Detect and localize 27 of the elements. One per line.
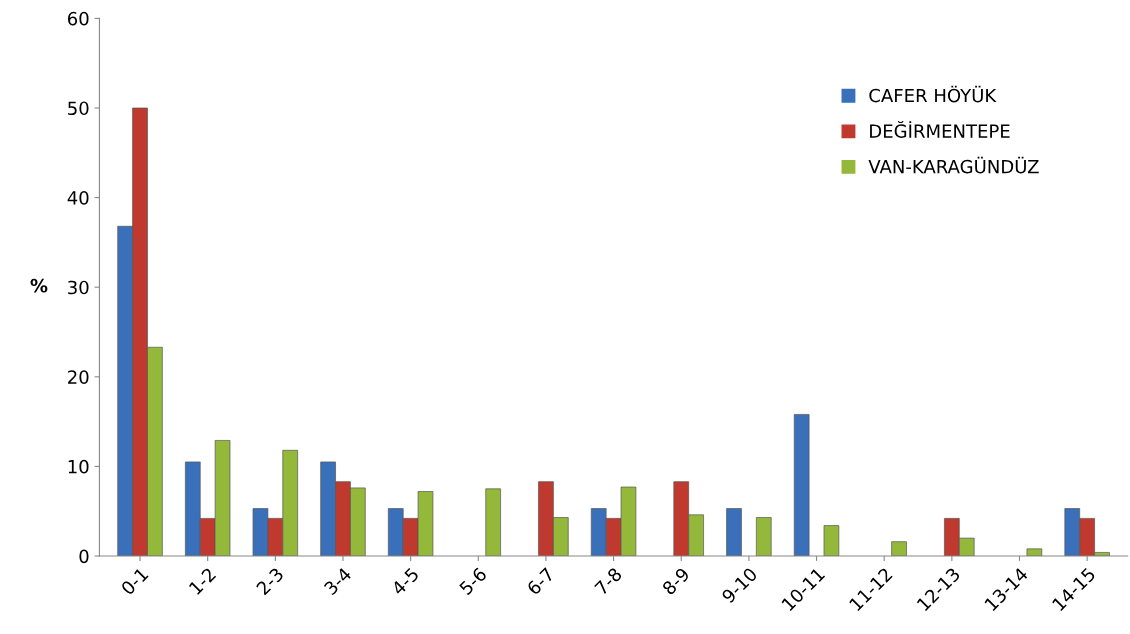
legend-label: CAFER HÖYÜK (869, 85, 997, 103)
bar (726, 508, 742, 557)
x-tick-label: 0-1 (120, 567, 149, 596)
bar (755, 517, 772, 557)
y-tick-label: 0 (79, 549, 89, 564)
x-tick-label: 8-9 (661, 566, 691, 596)
bar (823, 525, 840, 557)
y-axis-title: % (30, 278, 48, 293)
x-tick-label: 2-3 (255, 566, 285, 596)
legend-label: DEĞİRMENTEPE (870, 120, 1010, 138)
y-tick-label: 60 (68, 11, 89, 26)
x-tick-label: 3-4 (323, 566, 353, 596)
bar (485, 488, 501, 557)
y-tick-label: 20 (68, 370, 89, 384)
bar (793, 414, 810, 557)
y-tick-label: 40 (67, 191, 89, 205)
x-tick-label: 7-8 (594, 566, 623, 596)
y-tick-label: 30 (68, 280, 89, 295)
x-tick-label: 4-5 (390, 567, 420, 596)
x-tick-label: 6-7 (526, 567, 555, 596)
legend-label: VAN-KARAGÜNDÜZ (868, 156, 1039, 174)
y-tick-label: 50 (68, 101, 89, 116)
bar (1026, 548, 1043, 557)
x-tick-label: 5-6 (458, 566, 488, 596)
bar (891, 541, 907, 557)
y-tick-label: 10 (68, 459, 89, 474)
x-tick-label: 1-2 (188, 567, 217, 595)
